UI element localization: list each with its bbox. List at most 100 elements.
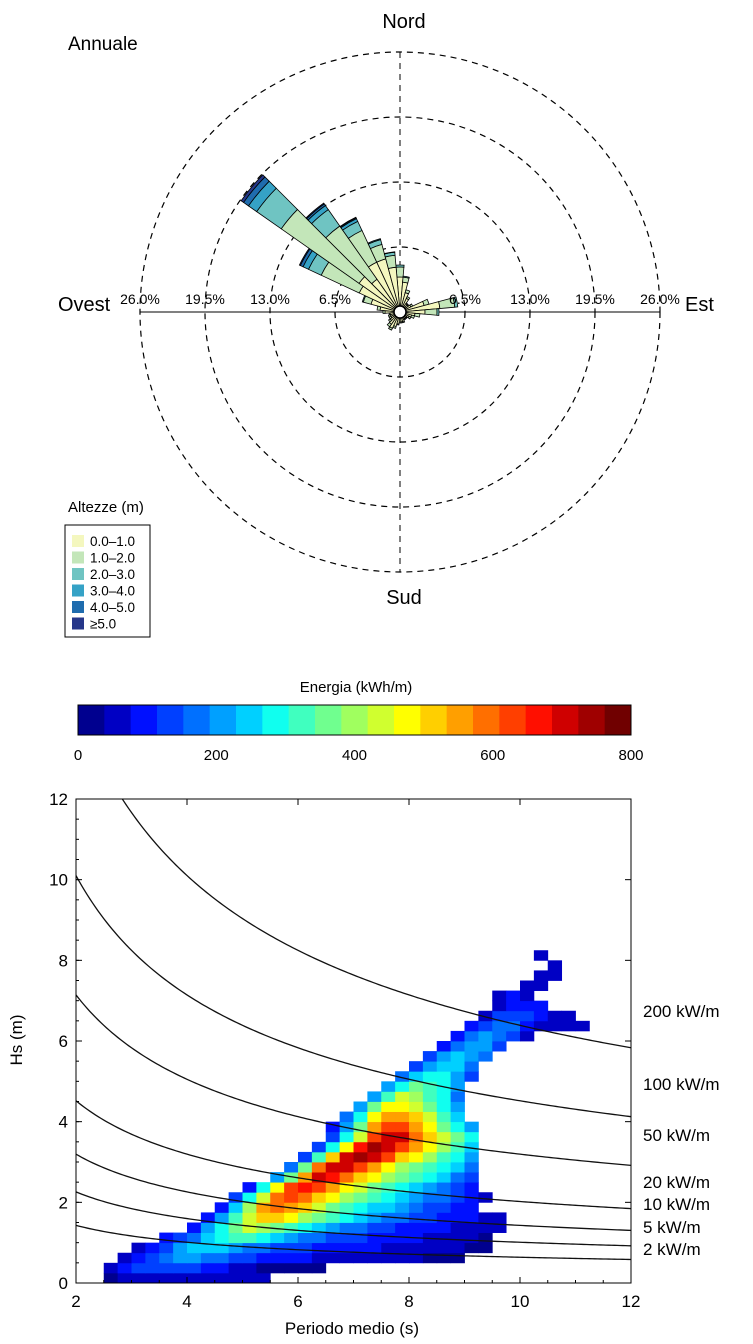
legend-swatch [72,617,84,630]
heatmap-cell [325,1131,341,1143]
heatmap-cell [200,1222,216,1233]
heatmap-cell [214,1232,230,1244]
heatmap-cell [422,1141,438,1153]
contour-label: 5 kW/m [643,1218,701,1237]
heatmap-cell [436,1091,452,1102]
heatmap-cell [464,1121,479,1133]
heatmap-cell [381,1192,396,1203]
rose-sector-segment [407,315,412,320]
heatmap-cell [228,1232,243,1244]
ring-label-east: 6.5% [449,291,481,307]
heatmap-cell [325,1141,341,1153]
heatmap-cell [256,1262,271,1274]
rose-sector-segment [452,296,459,308]
heatmap-cell [409,1242,424,1254]
heatmap-cell [533,1020,549,1032]
heatmap-cell [187,1242,202,1254]
heatmap-cell [284,1242,299,1254]
heatmap-cell [395,1081,410,1092]
heatmap-cell [159,1232,174,1244]
heatmap-cell [450,1030,465,1042]
heatmap-cell [520,1020,535,1032]
heatmap-cell [145,1252,160,1264]
rose-sector-segment [395,264,405,268]
heatmap-cell [422,1192,438,1203]
heatmap-cell [450,1091,465,1102]
heatmap-cell [187,1222,202,1233]
heatmap-cell [395,1202,410,1213]
colorbar-cell [130,705,158,735]
heatmap-cell [367,1192,382,1203]
heatmap-cell [409,1192,424,1203]
heatmap-cell [381,1162,396,1173]
heatmap-cell [492,990,507,1002]
heatmap-cell [325,1151,341,1163]
rose-sector-segment [387,326,393,331]
contour-label: 10 kW/m [643,1195,710,1214]
heatmap-cell [311,1262,327,1274]
legend-swatch [72,601,84,613]
heatmap-cell [478,1242,493,1254]
heatmap-cell [367,1101,382,1112]
heatmap-cell [145,1262,160,1274]
heatmap-cell [478,1051,493,1062]
heatmap-cell [409,1101,424,1112]
heatmap-cell [450,1222,465,1233]
heatmap-cell [381,1252,396,1264]
heatmap-cell [533,970,549,981]
heatmap-cell [311,1202,327,1213]
power-contour-line [76,1153,631,1232]
heatmap-cell [214,1242,230,1254]
heatmap-cell [117,1262,132,1274]
heatmap-cell [339,1212,354,1223]
heatmap-cell [450,1111,465,1123]
power-contour-line [76,1191,631,1247]
heatmap-cell [409,1091,424,1102]
heatmap-cell [395,1151,410,1163]
heatmap-cell [409,1111,424,1123]
heatmap-cell [464,1030,479,1042]
heatmap-cell [436,1151,452,1163]
heatmap-cell [353,1202,368,1213]
heatmap-cell [325,1242,341,1254]
heatmap-cell [367,1091,382,1102]
heatmap-cell [284,1232,299,1244]
heatmap-cell [450,1131,465,1143]
heatmap-cell [339,1252,354,1264]
heatmap-cell [395,1232,410,1244]
heatmap-cell [395,1101,410,1112]
x-tick-label: 10 [511,1292,530,1311]
heatmap-cell [325,1232,341,1244]
heatmap-cell [367,1121,382,1133]
heatmap-cell [478,1010,493,1022]
rose-sector-segment [424,308,438,316]
heatmap-cell [506,1020,521,1032]
heatmap-cell [478,1222,493,1233]
colorbar-cell [446,705,474,735]
heatmap-cell [159,1242,174,1254]
heatmap-cell [547,960,563,971]
heatmap-cell [381,1131,396,1143]
heatmap-cell [464,1172,479,1183]
heatmap-cell [436,1061,452,1072]
heatmap-cell [367,1162,382,1173]
heatmap-cell [298,1202,313,1213]
legend-title: Altezze (m) [68,499,144,516]
heatmap-cell [200,1252,216,1264]
colorbar-cell [420,705,448,735]
colorbar-tick-label: 600 [480,747,505,764]
heatmap-cell [381,1081,396,1092]
heatmap-cell [395,1071,410,1082]
heatmap-cell [214,1202,230,1213]
heatmap-cell [325,1212,341,1223]
legend-label: 0.0–1.0 [90,534,135,549]
heatmap-cell [131,1262,146,1274]
heatmap-cell [367,1131,382,1143]
heatmap-cell [464,1131,479,1143]
heatmap-cell [214,1222,230,1233]
heatmap-cell [450,1192,465,1203]
colorbar-cell [315,705,342,735]
heatmap-cell [436,1101,452,1112]
ring-label-west: 6.5% [319,291,351,307]
rose-center [393,305,407,319]
